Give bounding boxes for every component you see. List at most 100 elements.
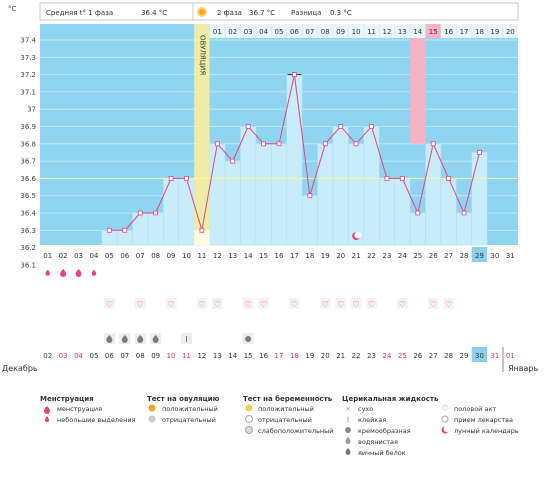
date-top-label: 11 [197, 252, 206, 260]
watery-icon [345, 437, 351, 444]
date-top-label: 23 [382, 252, 391, 260]
legend-menstruation-item-1: менструация [57, 405, 102, 413]
cycle-day-label: 11 [367, 28, 376, 36]
heart-icon: ♡ [445, 300, 452, 309]
phase2-label: 2 фаза [217, 9, 242, 17]
cycle-day-label: 09 [336, 28, 345, 36]
legend-pregnancy-title: Тест на беременность [243, 395, 333, 403]
cycle-day-label: 19 [490, 28, 499, 36]
legend-other-item-2: прием лекарства [454, 416, 513, 424]
phase2-value: 36.7 °C [249, 9, 275, 17]
temp-point [214, 141, 220, 147]
date-bottom-label: 02 [43, 352, 52, 360]
cycle-day-label: 07 [305, 28, 314, 36]
date-bottom-label: 09 [151, 352, 160, 360]
pill-icon [441, 415, 449, 423]
date-bottom-label: 30 [475, 352, 484, 360]
heart-icon: ♡ [106, 300, 113, 309]
heart-icon: ♡ [430, 300, 437, 309]
date-top-label: 12 [213, 252, 222, 260]
sun-icon [197, 7, 207, 17]
sticky-icon: I [185, 335, 187, 344]
temp-point [184, 175, 189, 181]
date-top-label: 06 [120, 252, 129, 260]
date-top-label: 09 [167, 252, 176, 260]
cycle-day-label: 15 [429, 28, 438, 36]
egg-white-icon [152, 335, 159, 343]
date-top-label: 27 [444, 252, 453, 260]
date-bottom-label: 16 [259, 352, 268, 360]
blood-drop-heavy-icon [44, 406, 50, 414]
ovulation-column [194, 24, 210, 245]
temp-point [230, 158, 236, 164]
cycle-day-label: 14 [413, 28, 422, 36]
y-tick-labels: 37.4 37.3 37.2 37.1 37 36.9 36.8 36.7 36.6 36.5 36… [20, 37, 36, 270]
phase1-value: 36.4 °C [141, 9, 167, 17]
temp-bar [332, 126, 349, 246]
heart-icon: ♡ [322, 300, 329, 309]
temp-point [122, 227, 128, 233]
y-unit-label: °C [8, 5, 17, 13]
temp-point [292, 72, 297, 77]
heart-icon: ♡ [260, 300, 267, 309]
heart-bg [196, 298, 208, 309]
legend-mucus-item-1: сухо [358, 405, 373, 413]
temperature-points [106, 72, 482, 233]
date-top-label: 13 [228, 252, 237, 260]
heart-bg [242, 298, 254, 309]
date-bottom-label: 05 [90, 352, 99, 360]
date-bottom-label: 17 [275, 352, 284, 360]
temp-bar [178, 178, 195, 246]
heart-icon: ♡ [245, 300, 252, 309]
temp-point [153, 210, 159, 216]
cycle-day-label: 01 [213, 28, 222, 36]
temp-point [477, 150, 482, 155]
month-right: Январь [508, 364, 538, 373]
blood-drop-icon [45, 269, 50, 276]
date-top-label: 25 [413, 252, 422, 260]
legend-pregnancy-item-1: положительный [258, 405, 314, 413]
temp-point [261, 141, 266, 147]
diff-label: Разница [291, 9, 321, 17]
cycle-day-label: 02 [228, 28, 237, 36]
date-top-label: 17 [290, 252, 299, 260]
legend-pregnancy-item-3: слабоположительный [258, 427, 334, 435]
legend-mucus-item-5: яичный белок [358, 449, 406, 457]
y-tick-label: 37.2 [20, 71, 36, 79]
phase1-label: Средняя t° 1 фаза [46, 9, 113, 17]
moon-icon [441, 426, 450, 434]
date-top-label: 18 [305, 252, 314, 260]
y-tick-label: 36.3 [20, 227, 36, 235]
cycle-day-label: 17 [460, 28, 469, 36]
y-tick-label: 36.9 [20, 123, 36, 131]
date-top-label: 30 [490, 252, 499, 260]
cycle-day-label: 12 [382, 28, 391, 36]
legend-ovulation-title: Тест на овуляцию [147, 395, 220, 403]
temp-point [137, 210, 143, 216]
date-top-label: 03 [74, 252, 83, 260]
y-tick-label: 36.4 [20, 210, 36, 218]
heart-icon: ♡ [399, 300, 406, 309]
y-tick-label: 36.6 [20, 175, 36, 183]
temp-point [245, 124, 251, 129]
test-positive-icon [245, 404, 253, 412]
date-bottom-label: 27 [429, 352, 438, 360]
temp-bar [163, 178, 180, 246]
creamy-icon [245, 336, 252, 342]
heart-icon: ♡ [337, 300, 344, 309]
date-bottom-label: 01 [506, 352, 515, 360]
temp-bar [425, 143, 442, 246]
svg-text:×: × [345, 405, 351, 413]
temp-point [338, 124, 344, 129]
date-bottom-label: 20 [321, 352, 330, 360]
cycle-day-highlight [425, 24, 441, 38]
heart-bg [335, 298, 347, 309]
heart-bg [443, 298, 455, 309]
sun-positive-icon [148, 404, 156, 412]
temp-point [430, 141, 436, 147]
date-top-label: 31 [506, 252, 515, 260]
egg-white-icon [137, 335, 144, 343]
heart-icon: ♡ [441, 404, 448, 413]
ovulation-label: ОВУЛЯЦИЯ [198, 35, 206, 75]
